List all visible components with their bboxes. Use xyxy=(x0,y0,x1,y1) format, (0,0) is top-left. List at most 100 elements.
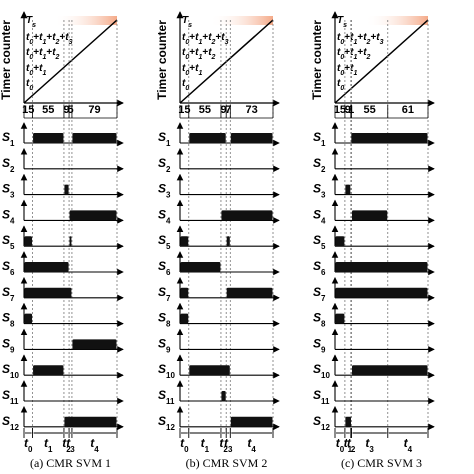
counter-level-label: t0+t1+t2+t3 xyxy=(26,32,73,46)
duration-label: 55 xyxy=(42,104,54,116)
signal-label: S12 xyxy=(158,414,175,432)
duration-label: 55 xyxy=(364,104,376,116)
time-label: t3 xyxy=(365,436,374,454)
pulse-s10 xyxy=(189,365,230,376)
y-axis-label: Timer counter xyxy=(155,20,169,100)
timing-panel-2: Timer counterTst0+t1+t2+t3t0+t1+t2t0+t1t… xyxy=(155,11,280,470)
counter-ramp xyxy=(23,19,118,104)
signal-label: S5 xyxy=(313,233,326,251)
signal-label: S8 xyxy=(158,311,171,329)
duration-label: 79 xyxy=(88,104,100,116)
duration-label: 7 xyxy=(225,104,231,116)
time-label: t2 xyxy=(219,436,228,454)
time-label: t4 xyxy=(90,436,99,454)
signal-label: S5 xyxy=(2,233,15,251)
pulse-s9 xyxy=(72,339,117,350)
pulse-s1 xyxy=(351,133,428,143)
signal-label: S4 xyxy=(2,207,15,225)
pulse-s5 xyxy=(69,236,72,247)
signal-label: S10 xyxy=(158,362,175,380)
pulse-s12 xyxy=(64,416,117,427)
panel-caption: (c) CMR SVM 3 xyxy=(341,456,422,470)
pulse-s6 xyxy=(24,262,69,272)
pulse-s1 xyxy=(33,133,64,143)
y-axis-label: Timer counter xyxy=(0,20,13,100)
ts-shade xyxy=(365,16,428,25)
pulse-s10 xyxy=(351,365,428,376)
signal-label: S7 xyxy=(313,285,326,303)
pulse-s10 xyxy=(33,365,64,376)
pulse-s5 xyxy=(335,236,345,247)
pulse-s7 xyxy=(335,287,428,298)
signal-label: S10 xyxy=(313,362,330,380)
pulse-s1 xyxy=(72,133,117,143)
signal-label: S12 xyxy=(313,414,330,432)
pulse-s7 xyxy=(180,287,189,298)
duration-label: 15 xyxy=(178,104,190,116)
time-label: t3 xyxy=(66,436,75,454)
time-label: t0 xyxy=(336,436,345,454)
signal-label: S11 xyxy=(313,388,330,406)
signal-label: S4 xyxy=(158,207,171,225)
signal-label: S3 xyxy=(313,182,326,200)
duration-label: 9 xyxy=(221,104,227,116)
signal-label: S2 xyxy=(158,156,171,174)
duration-label: 55 xyxy=(199,104,211,116)
counter-level-label: t0+t1+t2 xyxy=(26,47,60,61)
panel-caption: (b) CMR SVM 2 xyxy=(186,456,268,470)
pulse-s5 xyxy=(180,236,189,247)
time-label: t4 xyxy=(404,436,413,454)
counter-level-label: t0+t1+t2 xyxy=(337,47,371,61)
pulse-s5 xyxy=(24,236,33,247)
pulse-s7 xyxy=(226,287,273,298)
counter-level-label: t0 xyxy=(337,78,344,92)
counter-level-label: t0+t1+t2+t3 xyxy=(182,32,229,46)
time-label: t3 xyxy=(224,436,233,454)
duration-label: 9 xyxy=(63,104,69,116)
signal-label: S8 xyxy=(2,311,15,329)
signal-label: S5 xyxy=(158,233,171,251)
pulse-s1 xyxy=(189,133,226,143)
signal-label: S10 xyxy=(2,362,19,380)
pulse-s8 xyxy=(335,313,345,324)
pulse-s11 xyxy=(221,391,226,401)
pulse-s12 xyxy=(345,416,351,427)
signal-label: S1 xyxy=(158,130,171,148)
duration-label: 15 xyxy=(334,104,346,116)
signal-label: S7 xyxy=(2,285,15,303)
duration-label: 61 xyxy=(402,104,414,116)
y-axis-label: Timer counter xyxy=(310,20,324,100)
time-label: t1 xyxy=(201,436,210,454)
counter-level-label: Ts xyxy=(337,15,347,29)
time-label: t2 xyxy=(62,436,71,454)
signal-label: S11 xyxy=(2,388,19,406)
pulse-s6 xyxy=(335,262,428,272)
counter-level-label: t0+t1 xyxy=(26,63,46,77)
counter-level-label: Ts xyxy=(26,15,36,29)
signal-label: S6 xyxy=(313,259,326,277)
panel-caption: (a) CMR SVM 1 xyxy=(30,456,111,470)
signal-label: S11 xyxy=(158,388,175,406)
duration-label: 5 xyxy=(67,104,73,116)
pulse-s3 xyxy=(345,184,351,195)
signal-label: S9 xyxy=(2,336,15,354)
pulse-s8 xyxy=(180,313,189,324)
signal-label: S3 xyxy=(2,182,15,200)
pulse-s5 xyxy=(226,236,230,247)
pulse-s12 xyxy=(230,416,273,427)
pulse-s4 xyxy=(69,210,117,221)
pulse-s4 xyxy=(221,210,273,221)
pulse-s8 xyxy=(24,313,33,324)
time-label: t1 xyxy=(344,436,353,454)
signal-label: S2 xyxy=(2,156,15,174)
signal-label: S7 xyxy=(158,285,171,303)
ts-shade xyxy=(210,16,273,25)
time-label: t4 xyxy=(247,436,256,454)
ts-shade xyxy=(54,16,117,25)
pulse-s4 xyxy=(351,210,388,221)
counter-level-label: Ts xyxy=(182,15,192,29)
time-label: t1 xyxy=(44,436,53,454)
duration-label: 9 xyxy=(345,104,351,116)
counter-level-label: t0 xyxy=(182,78,189,92)
counter-level-label: t0+t1+t2+t3 xyxy=(337,32,384,46)
